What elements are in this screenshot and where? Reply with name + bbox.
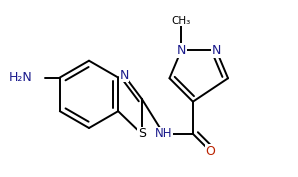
Text: NH: NH (155, 127, 172, 140)
Text: CH₃: CH₃ (172, 16, 191, 25)
Text: N: N (176, 44, 186, 57)
Text: N: N (212, 44, 221, 57)
Text: N: N (119, 69, 129, 82)
Text: H₂N: H₂N (8, 71, 32, 84)
Text: S: S (138, 127, 146, 140)
Text: O: O (206, 145, 215, 158)
